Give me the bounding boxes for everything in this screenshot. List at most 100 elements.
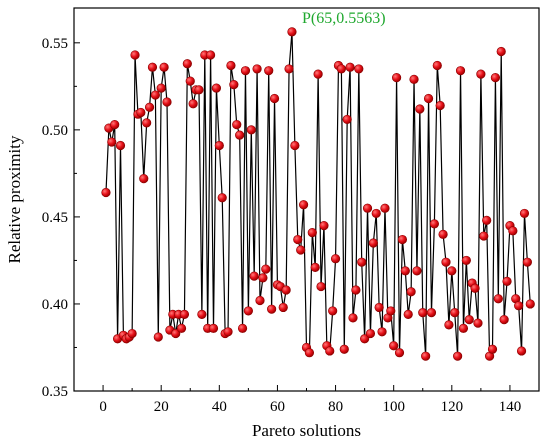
- data-point: [519, 208, 530, 219]
- data-point: [226, 60, 236, 71]
- data-point: [487, 344, 498, 354]
- data-point: [406, 287, 416, 297]
- data-point: [516, 346, 527, 356]
- data-point: [461, 255, 471, 266]
- data-point: [176, 323, 187, 333]
- data-point: [522, 257, 532, 267]
- data-point: [421, 351, 431, 361]
- data-point: [258, 273, 268, 283]
- data-point: [150, 90, 160, 100]
- data-point: [394, 348, 405, 358]
- data-point: [232, 120, 242, 130]
- data-point: [246, 125, 256, 135]
- data-point: [127, 328, 137, 339]
- data-point: [240, 66, 251, 76]
- data-point: [139, 174, 149, 184]
- data-point: [499, 315, 509, 325]
- data-point: [368, 238, 378, 248]
- data-point: [473, 318, 483, 328]
- data-point: [214, 140, 224, 151]
- data-point: [342, 114, 352, 125]
- data-point: [435, 100, 445, 111]
- data-point: [115, 140, 126, 151]
- peak-annotation: P(65,0.5563): [302, 10, 386, 27]
- data-point: [514, 301, 524, 311]
- data-point: [380, 203, 390, 213]
- data-point: [409, 74, 419, 84]
- data-point: [354, 64, 364, 74]
- data-point: [447, 266, 457, 276]
- data-point: [217, 193, 227, 203]
- y-tick-label: 0.35: [42, 384, 68, 400]
- x-tick-label: 40: [212, 399, 227, 415]
- data-point: [179, 309, 190, 320]
- data-point: [208, 323, 219, 333]
- data-point: [110, 120, 120, 130]
- data-point: [351, 285, 361, 295]
- data-point: [107, 137, 117, 147]
- data-point: [284, 64, 294, 74]
- data-point: [153, 332, 163, 342]
- data-point: [304, 348, 315, 358]
- data-point: [482, 215, 492, 225]
- y-axis: 0.35 0.40 0.45 0.50 0.55: [42, 36, 80, 400]
- data-point: [450, 308, 460, 318]
- data-point: [130, 50, 140, 60]
- data-point: [101, 187, 111, 198]
- data-point: [261, 264, 271, 274]
- data-point: [182, 59, 192, 69]
- data-point: [188, 99, 198, 109]
- data-point: [252, 64, 262, 74]
- data-point: [307, 227, 317, 238]
- data-point: [339, 344, 349, 354]
- data-point: [255, 295, 265, 306]
- data-point: [237, 323, 248, 333]
- data-point: [525, 299, 535, 309]
- data-point: [223, 327, 233, 337]
- series-markers: [101, 27, 535, 361]
- data-point: [470, 283, 480, 293]
- data-point: [298, 200, 309, 210]
- data-point: [328, 306, 338, 316]
- data-point: [264, 66, 274, 76]
- data-point: [330, 254, 341, 264]
- x-axis: 0 20 40 60 80 100 120 140: [73, 385, 540, 415]
- x-axis-title: Pareto solutions: [252, 421, 361, 440]
- data-point: [423, 93, 434, 104]
- series-line: [105, 31, 531, 357]
- data-point: [325, 346, 335, 356]
- data-point: [374, 302, 384, 313]
- data-point: [211, 83, 222, 93]
- data-point: [490, 73, 501, 83]
- y-tick-label: 0.55: [42, 36, 68, 52]
- data-point: [171, 328, 181, 339]
- x-tick-label: 20: [154, 399, 169, 415]
- x-tick-label: 120: [441, 399, 464, 415]
- data-point: [267, 304, 277, 314]
- data-point: [400, 266, 410, 276]
- data-point: [290, 140, 300, 151]
- data-point: [493, 294, 503, 304]
- data-point: [391, 73, 402, 83]
- data-point: [365, 328, 376, 339]
- x-tick-label: 140: [499, 399, 522, 415]
- data-point: [235, 130, 245, 140]
- data-point: [197, 309, 207, 320]
- data-point: [348, 313, 358, 323]
- data-point: [386, 306, 396, 316]
- data-point: [162, 97, 172, 107]
- data-point: [438, 229, 448, 239]
- data-point: [336, 64, 346, 74]
- data-point: [194, 85, 204, 95]
- data-point: [293, 234, 303, 245]
- x-tick-label: 60: [270, 399, 285, 415]
- data-point: [144, 102, 155, 112]
- data-point: [296, 245, 306, 255]
- data-point: [479, 231, 489, 241]
- data-point: [496, 46, 506, 57]
- x-tick-label: 80: [328, 399, 343, 415]
- data-point: [508, 226, 518, 236]
- data-point: [397, 234, 408, 245]
- data-point: [319, 221, 329, 231]
